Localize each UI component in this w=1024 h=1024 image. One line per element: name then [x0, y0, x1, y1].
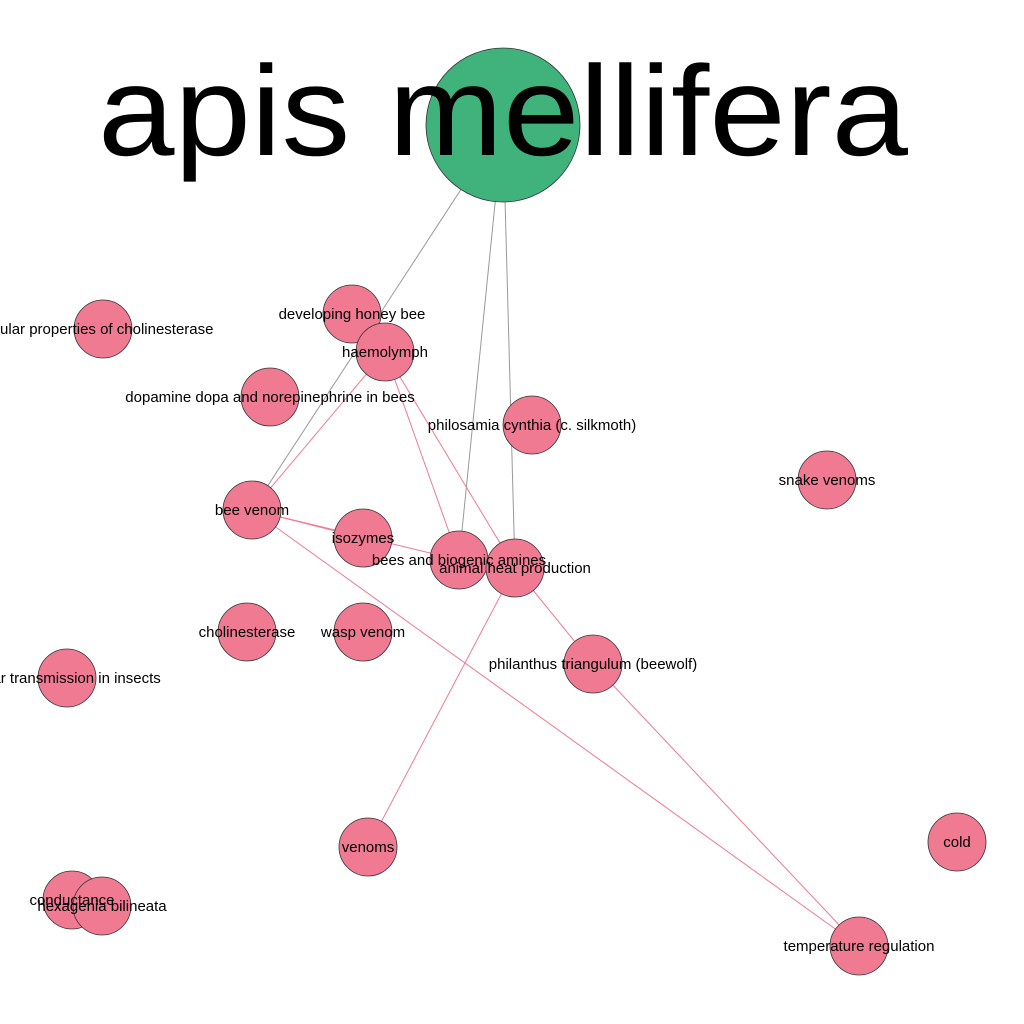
node-label-cholinesterase: cholinesterase [199, 624, 296, 641]
node-philosamia[interactable] [502, 395, 562, 455]
node-label-neuromuscular: cular transmission in insects [0, 670, 161, 687]
edge-beewolf-temp_reg [592, 663, 860, 947]
node-label-haemolymph: haemolymph [342, 344, 428, 361]
hub-node-apis-mellifera[interactable] [425, 47, 581, 203]
node-bee-venom[interactable] [222, 480, 282, 540]
node-label-heat: animal heat production [439, 560, 591, 577]
node-label-isozymes: isozymes [332, 530, 395, 547]
node-hexagenia[interactable] [72, 876, 132, 936]
label-layer: cular properties of cholinesterase develo… [0, 40, 971, 955]
node-dev-bee[interactable] [322, 284, 382, 344]
node-label-dev-bee: developing honey bee [279, 306, 426, 323]
node-label-mol-chol: cular properties of cholinesterase [0, 321, 213, 338]
node-temp-reg[interactable] [829, 916, 889, 976]
node-venoms[interactable] [338, 817, 398, 877]
node-label-biogenic: bees and biogenic amines [372, 552, 546, 569]
hub-label-apis-mellifera: apis mellifera [98, 40, 909, 183]
edge-bee_venom-temp_reg [251, 509, 860, 947]
node-haemolymph[interactable] [355, 322, 415, 382]
node-layer [37, 47, 987, 976]
node-heat[interactable] [485, 538, 545, 598]
node-label-beewolf: philanthus triangulum (beewolf) [489, 656, 697, 673]
node-dopamine[interactable] [240, 367, 300, 427]
node-label-dopamine: dopamine dopa and norepinephrine in bees [125, 389, 414, 406]
node-mol-chol[interactable] [73, 299, 133, 359]
node-isozymes[interactable] [333, 508, 393, 568]
node-label-snake-venoms: snake venoms [779, 472, 876, 489]
edge-haemolymph-heat [384, 351, 516, 569]
node-label-hexagenia: hexagenia bilineata [37, 898, 167, 915]
node-snake-venoms[interactable] [797, 450, 857, 510]
node-cold[interactable] [927, 812, 987, 872]
node-cholinesterase[interactable] [217, 602, 277, 662]
node-label-wasp-venom: wasp venom [320, 624, 405, 641]
node-wasp-venom[interactable] [333, 602, 393, 662]
node-label-conductance: conductance [29, 892, 114, 909]
node-label-philosamia: philosamia cynthia (c. silkmoth) [428, 417, 636, 434]
node-neuromuscular[interactable] [37, 648, 97, 708]
node-label-venoms: venoms [342, 839, 395, 856]
edge-haemolymph-bee_venom [251, 351, 386, 511]
edge-heat-venoms [367, 567, 516, 848]
node-beewolf[interactable] [563, 634, 623, 694]
edge-haemolymph-biogenic [384, 351, 460, 561]
node-label-bee-venom: bee venom [215, 502, 289, 519]
node-label-cold: cold [943, 834, 971, 851]
node-label-temp-reg: temperature regulation [784, 938, 935, 955]
